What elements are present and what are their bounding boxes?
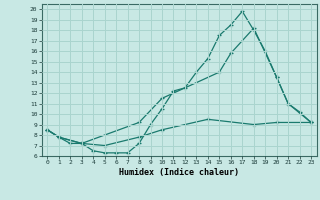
X-axis label: Humidex (Indice chaleur): Humidex (Indice chaleur) xyxy=(119,168,239,177)
